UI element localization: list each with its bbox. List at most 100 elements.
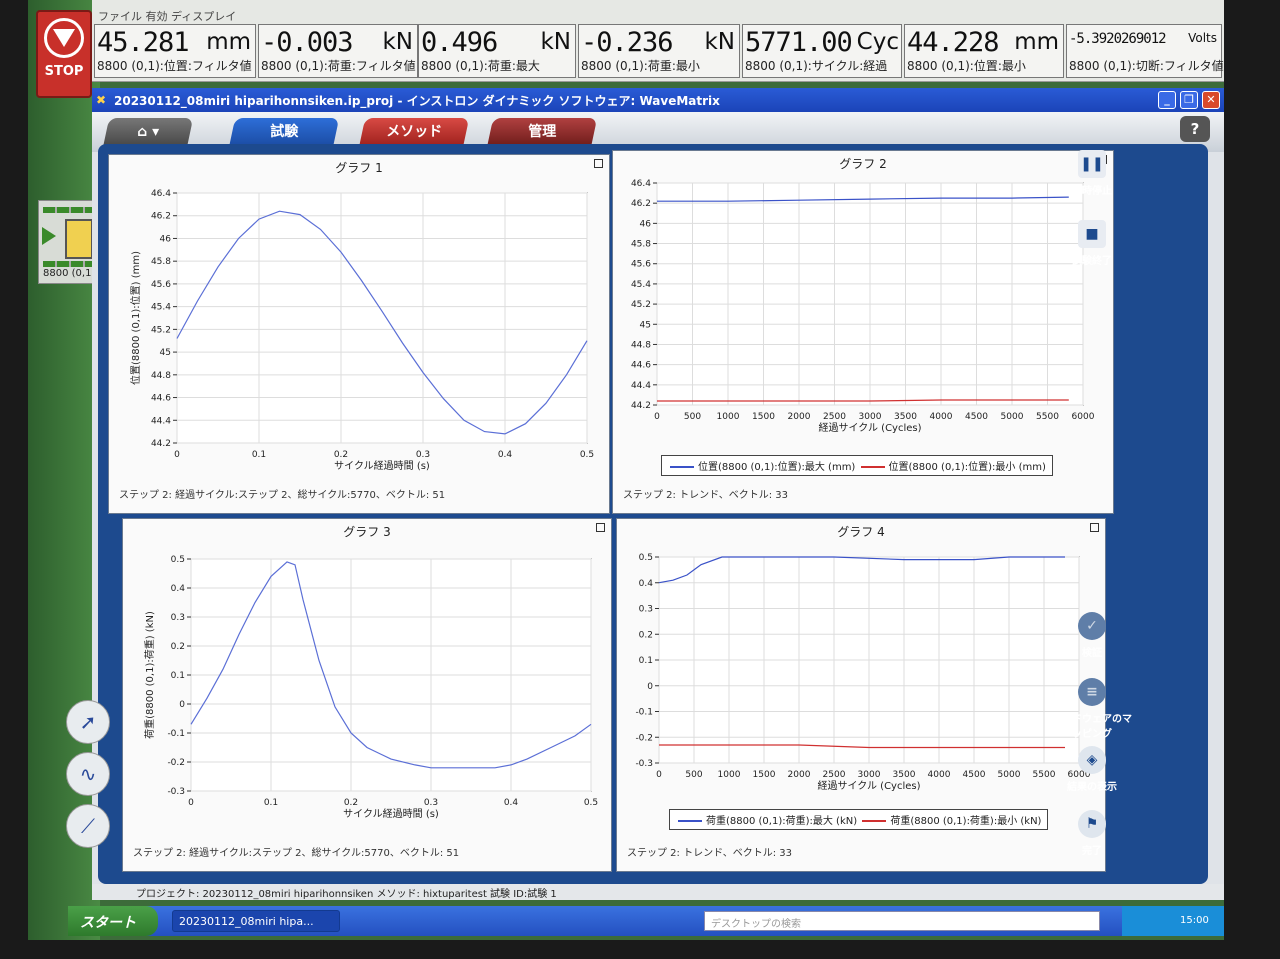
y-tick-label: 0.4 xyxy=(171,584,186,594)
x-axis-label: 経過サイクル (Cycles) xyxy=(817,779,920,792)
y-tick-label: 44.8 xyxy=(151,371,171,381)
graph-4-maximize-icon[interactable] xyxy=(1090,523,1099,532)
show-results-label: 結果の表示 xyxy=(1067,782,1117,793)
x-tick-label: 2000 xyxy=(788,412,811,422)
y-tick-label: 46.2 xyxy=(151,212,171,222)
verify-label: 検証 xyxy=(1082,648,1102,659)
x-axis-label: 経過サイクル (Cycles) xyxy=(818,421,921,434)
series-line-1 xyxy=(176,210,588,435)
y-tick-label: -0.2 xyxy=(167,758,185,768)
series-line-1 xyxy=(190,561,592,769)
y-tick-label: 45.4 xyxy=(631,280,651,290)
y-tick-label: 44.8 xyxy=(631,340,651,350)
x-tick-label: 5500 xyxy=(1036,412,1059,422)
y-tick-label: 0.5 xyxy=(171,555,185,565)
x-tick-label: 6000 xyxy=(1068,770,1091,780)
y-tick-label: 44.4 xyxy=(151,416,171,426)
readout-value: -0.003 xyxy=(261,27,354,58)
readout-3[interactable]: 0.496 kN 8800 (0,1):荷重:最大 xyxy=(418,24,576,78)
help-button[interactable]: ? xyxy=(1180,116,1210,142)
stop-button[interactable]: STOP xyxy=(36,10,92,98)
show-results-button[interactable]: ◈ 結果の表示 xyxy=(1048,746,1136,793)
x-tick-label: 0.4 xyxy=(498,450,513,460)
readout-1[interactable]: 45.281 mm 8800 (0,1):位置:フィルタ値 xyxy=(94,24,256,78)
legend-label-max: 荷重(8800 (0,1):荷重):最大 (kN) xyxy=(706,816,858,827)
y-tick-label: 44.6 xyxy=(151,394,171,404)
y-tick-label: 44.2 xyxy=(151,439,171,449)
y-tick-label: 44.4 xyxy=(631,381,651,391)
frame-label: 8800 (0,1) xyxy=(43,268,96,279)
graph-3-panel[interactable]: グラフ 3 0 0.1 0.2 0.3 0.4 0.5 0.5 0.4 0.3 0.2 0.1 0 -0… xyxy=(122,518,612,872)
minimize-button[interactable]: _ xyxy=(1158,91,1176,109)
start-button[interactable]: スタート xyxy=(68,906,158,936)
readout-5[interactable]: 5771.00 Cyc 8800 (0,1):サイクル:経過 xyxy=(742,24,902,78)
graph-3-maximize-icon[interactable] xyxy=(596,523,605,532)
readout-value: 45.281 xyxy=(97,27,190,58)
title-bar[interactable]: ✖ 20230112_08miri hiparihonnsiken.ip_pro… xyxy=(92,88,1224,112)
y-tick-label: 45 xyxy=(160,348,171,358)
x-tick-label: 1500 xyxy=(752,412,775,422)
taskbar-item-wavematrix[interactable]: 20230112_08miri hipa... xyxy=(172,910,340,932)
y-tick-label: 45.6 xyxy=(631,260,651,270)
verify-button[interactable]: ✓ 検証 xyxy=(1048,612,1136,659)
close-button[interactable]: ✕ xyxy=(1202,91,1220,109)
arrow-icon[interactable]: ➚ xyxy=(66,700,110,744)
system-tray: 15:00 xyxy=(1122,906,1224,936)
graph-4-panel[interactable]: グラフ 4 0 500 1000 1500 2000 2500 3000 3500 4000 45… xyxy=(616,518,1106,872)
x-tick-label: 4000 xyxy=(928,770,951,780)
frame-status-bar-top xyxy=(43,207,97,213)
x-tick-label: 0 xyxy=(174,450,180,460)
graph-2-panel[interactable]: グラフ 2 0 500 1000 1500 2000 2500 3000 3500 4000 45… xyxy=(612,150,1114,514)
legend-label-min: 位置(8800 (0,1):位置):最小 (mm) xyxy=(888,462,1046,473)
y-axis-label: 位置(8800 (0,1):位置) (mm) xyxy=(129,251,142,385)
readout-value: 0.496 xyxy=(421,27,498,58)
readout-menu[interactable]: ファイル 有効 ディスプレイ xyxy=(98,10,237,23)
graph-4-legend: 荷重(8800 (0,1):荷重):最大 (kN) 荷重(8800 (0,1):… xyxy=(669,809,1049,830)
frame-control[interactable]: 8800 (0,1) xyxy=(38,200,100,284)
series-line-2 xyxy=(657,399,1069,402)
readout-bar: ファイル 有効 ディスプレイ 45.281 mm 8800 (0,1):位置:フィル… xyxy=(92,0,1224,82)
clock: 15:00 xyxy=(1180,915,1209,926)
x-tick-label: 0 xyxy=(656,770,662,780)
maximize-button[interactable]: ❐ xyxy=(1180,91,1198,109)
y-tick-label: -0.1 xyxy=(635,708,653,718)
y-axis-label: 荷重(8800 (0,1):荷重) (kN) xyxy=(143,611,156,739)
graph-2-legend: 位置(8800 (0,1):位置):最大 (mm) 位置(8800 (0,1):… xyxy=(661,455,1053,476)
y-tick-label: 46.4 xyxy=(631,179,651,189)
graph-1-chart: 0 0.1 0.2 0.3 0.4 0.5 46.4 46.2 46 45.8 45.6 45.4 45… xyxy=(129,189,594,472)
legend-label-max: 位置(8800 (0,1):位置):最大 (mm) xyxy=(698,462,856,473)
x-tick-label: 5000 xyxy=(998,770,1021,780)
x-tick-label: 3500 xyxy=(894,412,917,422)
graph-3-chart: 0 0.1 0.2 0.3 0.4 0.5 0.5 0.4 0.3 0.2 0.1 0 -0.1 -0.2… xyxy=(143,555,598,820)
graph-1-maximize-icon[interactable] xyxy=(594,159,603,168)
readout-6[interactable]: 44.228 mm 8800 (0,1):位置:最小 xyxy=(904,24,1064,78)
x-tick-label: 2500 xyxy=(823,770,846,780)
x-tick-label: 0.3 xyxy=(424,798,438,808)
hardware-mapping-button[interactable]: ≡ ハードウェアのマッピング xyxy=(1048,678,1136,740)
tab-home-label: ⌂ ▾ xyxy=(137,124,160,140)
pause-button[interactable]: ❚❚ 一時停止 xyxy=(1048,150,1136,197)
y-tick-label: 0.4 xyxy=(639,579,654,589)
y-tick-label: 46 xyxy=(640,219,652,229)
ramp-icon[interactable]: ⟋ xyxy=(66,804,110,848)
graph-4-title: グラフ 4 xyxy=(837,525,885,539)
readout-7[interactable]: -5.3920269012 Volts 8800 (0,1):切断:フィルタ値 xyxy=(1066,24,1224,78)
finish-button[interactable]: ⚑ 完了 xyxy=(1048,810,1136,857)
y-tick-label: 0 xyxy=(179,700,185,710)
readout-2[interactable]: -0.003 kN 8800 (0,1):荷重:フィルタ値 xyxy=(258,24,418,78)
y-tick-label: -0.2 xyxy=(635,733,653,743)
y-tick-label: 0.3 xyxy=(639,605,653,615)
readout-4[interactable]: -0.236 kN 8800 (0,1):荷重:最小 xyxy=(578,24,740,78)
stop-icon xyxy=(44,18,84,58)
y-tick-label: 0 xyxy=(647,682,653,692)
graph-1-panel[interactable]: グラフ 1 0 0.1 0.2 0.3 0.4 0.5 46.4 46.2 46 45.8 45.6… xyxy=(108,154,610,514)
end-test-button[interactable]: ■ 試験終了 xyxy=(1048,220,1136,267)
readout-unit: mm xyxy=(206,29,251,55)
x-tick-label: 0.1 xyxy=(264,798,278,808)
x-tick-label: 500 xyxy=(685,770,702,780)
tab-test-label: 試験 xyxy=(270,124,299,140)
desktop-search-input[interactable]: デスクトップの検索 xyxy=(704,911,1100,931)
checkmark-icon: ✓ xyxy=(1078,612,1106,640)
waveform-icon[interactable]: ∿ xyxy=(66,752,110,796)
legend-label-min: 荷重(8800 (0,1):荷重):最小 (kN) xyxy=(890,816,1042,827)
